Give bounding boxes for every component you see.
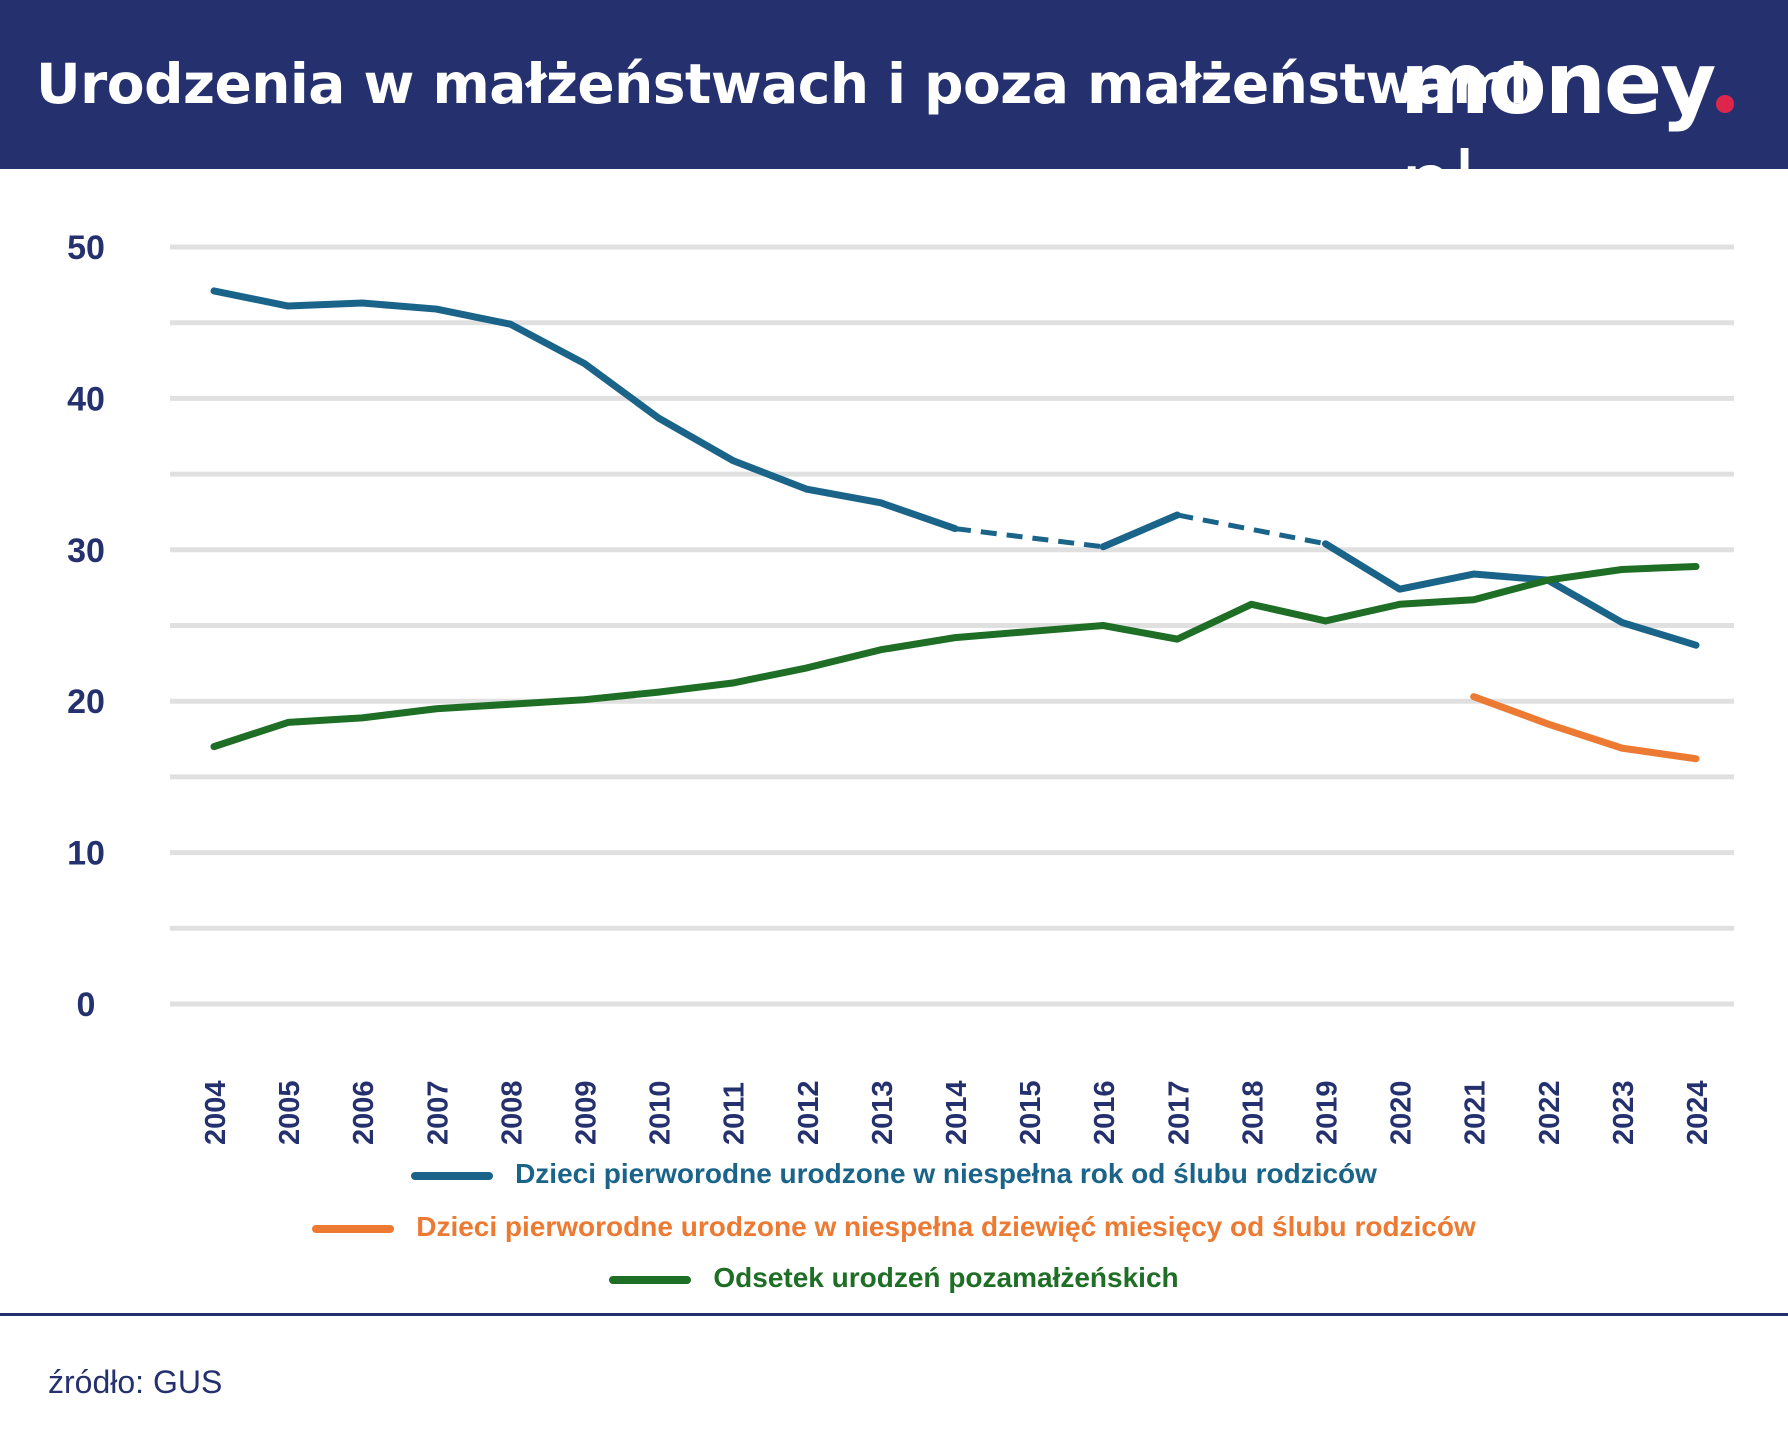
chart-title: Urodzenia w małżeństwach i poza małżeńst… xyxy=(36,52,1528,116)
x-tick-label: 2023 xyxy=(1608,1080,1640,1145)
series-line xyxy=(1322,540,1700,649)
x-tick-label: 2018 xyxy=(1237,1080,1269,1145)
series-gap-dashed xyxy=(954,526,1104,550)
legend-label: Dzieci pierworodne urodzone w niespełna … xyxy=(515,1158,1377,1189)
x-tick-label: 2022 xyxy=(1534,1080,1566,1145)
y-tick-label: 10 xyxy=(67,835,105,873)
header: Urodzenia w małżeństwach i poza małżeńst… xyxy=(0,0,1788,234)
x-tick-label: 2004 xyxy=(200,1080,232,1145)
source-note: źródło: GUS xyxy=(48,1364,223,1400)
series-gap-dashed xyxy=(1176,512,1326,547)
footer-divider xyxy=(0,1313,1788,1316)
x-tick-label: 2012 xyxy=(793,1080,825,1145)
series-line xyxy=(1099,511,1181,551)
x-tick-label: 2024 xyxy=(1682,1080,1714,1145)
y-tick-label: 20 xyxy=(67,683,105,721)
y-tick-label: 30 xyxy=(67,532,105,570)
x-tick-label: 2013 xyxy=(867,1080,899,1145)
x-tick-label: 2019 xyxy=(1312,1080,1344,1145)
legend-label: Dzieci pierworodne urodzone w niespełna … xyxy=(416,1211,1476,1242)
x-tick-label: 2014 xyxy=(941,1080,973,1145)
y-tick-label: 50 xyxy=(67,229,105,267)
money-pl-logo: moneypl xyxy=(1400,34,1788,234)
legend-item-blue: Dzieci pierworodne urodzone w niespełna … xyxy=(0,1158,1788,1190)
x-tick-label: 2021 xyxy=(1460,1080,1492,1145)
line-chart: 0 10 20 30 40 50 2004 2005 2006 2007 2008 2009 2010 2… xyxy=(67,229,1734,1145)
x-tick-label: 2007 xyxy=(422,1080,454,1145)
legend-item-orange: Dzieci pierworodne urodzone w niespełna … xyxy=(0,1211,1788,1243)
x-tick-label: 2008 xyxy=(496,1080,528,1145)
y-tick-label: 40 xyxy=(67,380,105,418)
x-tick-label: 2015 xyxy=(1015,1080,1047,1145)
x-tick-label: 2010 xyxy=(645,1080,677,1145)
x-tick-label: 2009 xyxy=(571,1080,603,1145)
series-line xyxy=(210,287,959,533)
x-tick-label: 2005 xyxy=(274,1080,306,1145)
y-tick-label: 0 xyxy=(77,986,96,1024)
x-tick-label: 2017 xyxy=(1163,1080,1195,1145)
x-tick-label: 2016 xyxy=(1089,1080,1121,1145)
x-tick-label: 2011 xyxy=(719,1082,751,1145)
x-tick-label: 2006 xyxy=(348,1080,380,1145)
legend-item-green: Odsetek urodzeń pozamałżeńskich xyxy=(0,1262,1788,1294)
series-line xyxy=(1470,693,1700,763)
x-tick-label: 2020 xyxy=(1386,1080,1418,1145)
legend-swatch xyxy=(609,1275,692,1284)
legend-label: Odsetek urodzeń pozamałżeńskich xyxy=(713,1262,1179,1293)
legend-swatch xyxy=(411,1171,494,1180)
series-line xyxy=(210,562,1700,751)
legend-swatch xyxy=(312,1224,395,1233)
